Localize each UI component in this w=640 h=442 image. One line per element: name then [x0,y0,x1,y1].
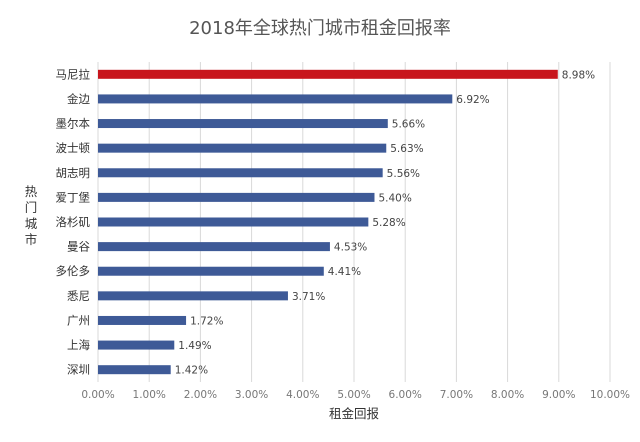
data-label: 6.92% [456,94,489,106]
bar [98,69,558,79]
bar [98,291,288,301]
bar [98,266,324,276]
bar [98,168,383,178]
y-axis-title: 热门城市 [25,184,38,247]
x-tick-label: 5.00% [337,389,370,401]
x-axis-title: 租金回报 [329,406,380,421]
x-tick-label: 10.00% [590,389,630,401]
bar [98,119,388,129]
data-label: 1.42% [175,365,208,377]
bar [98,143,387,153]
data-labels: 8.98% 6.92% 5.66% 5.63% 5.56% 5.40% 5.28% 4.53%… [175,69,595,376]
category-label: 胡志明 [56,166,91,180]
data-label: 5.28% [372,217,405,229]
x-tick-label: 8.00% [491,389,524,401]
category-label: 爱丁堡 [56,190,91,204]
data-label: 5.56% [387,168,420,180]
x-tick-labels: 0.00% 1.00% 2.00% 3.00% 4.00% 5.00% 6.00% 7.00%… [81,389,630,401]
data-label: 3.71% [292,291,325,303]
data-label: 4.41% [328,266,361,278]
data-label: 5.66% [392,119,425,131]
category-label: 波士顿 [56,141,91,155]
x-tick-label: 0.00% [81,389,114,401]
category-label: 洛杉矶 [56,215,91,229]
data-label: 5.63% [390,143,423,155]
x-tick-label: 3.00% [235,389,268,401]
bar [98,340,175,350]
bar [98,94,453,104]
category-label: 多伦多 [56,264,91,278]
category-label: 广州 [67,313,90,327]
chart-title: 2018年全球热门城市租金回报率 [189,18,451,39]
data-label: 5.40% [378,192,411,204]
bar [98,315,187,325]
category-label: 曼谷 [67,240,90,254]
bar [98,365,171,375]
category-label: 马尼拉 [56,67,91,81]
bars [98,69,558,375]
category-label: 金边 [67,92,90,106]
x-tick-label: 6.00% [389,389,422,401]
x-tick-label: 9.00% [542,389,575,401]
bar [98,242,330,252]
data-label: 4.53% [334,242,367,254]
x-tick-label: 1.00% [133,389,166,401]
category-label: 深圳 [67,363,90,377]
data-label: 1.49% [178,340,211,352]
data-label: 1.72% [190,315,223,327]
x-tick-label: 2.00% [184,389,217,401]
category-label: 墨尔本 [56,117,91,131]
x-tick-label: 4.00% [286,389,319,401]
data-label: 8.98% [562,69,595,81]
x-tick-label: 7.00% [440,389,473,401]
category-label: 悉尼 [67,289,90,303]
bar [98,192,375,202]
bar [98,217,369,227]
category-label: 上海 [67,338,90,352]
